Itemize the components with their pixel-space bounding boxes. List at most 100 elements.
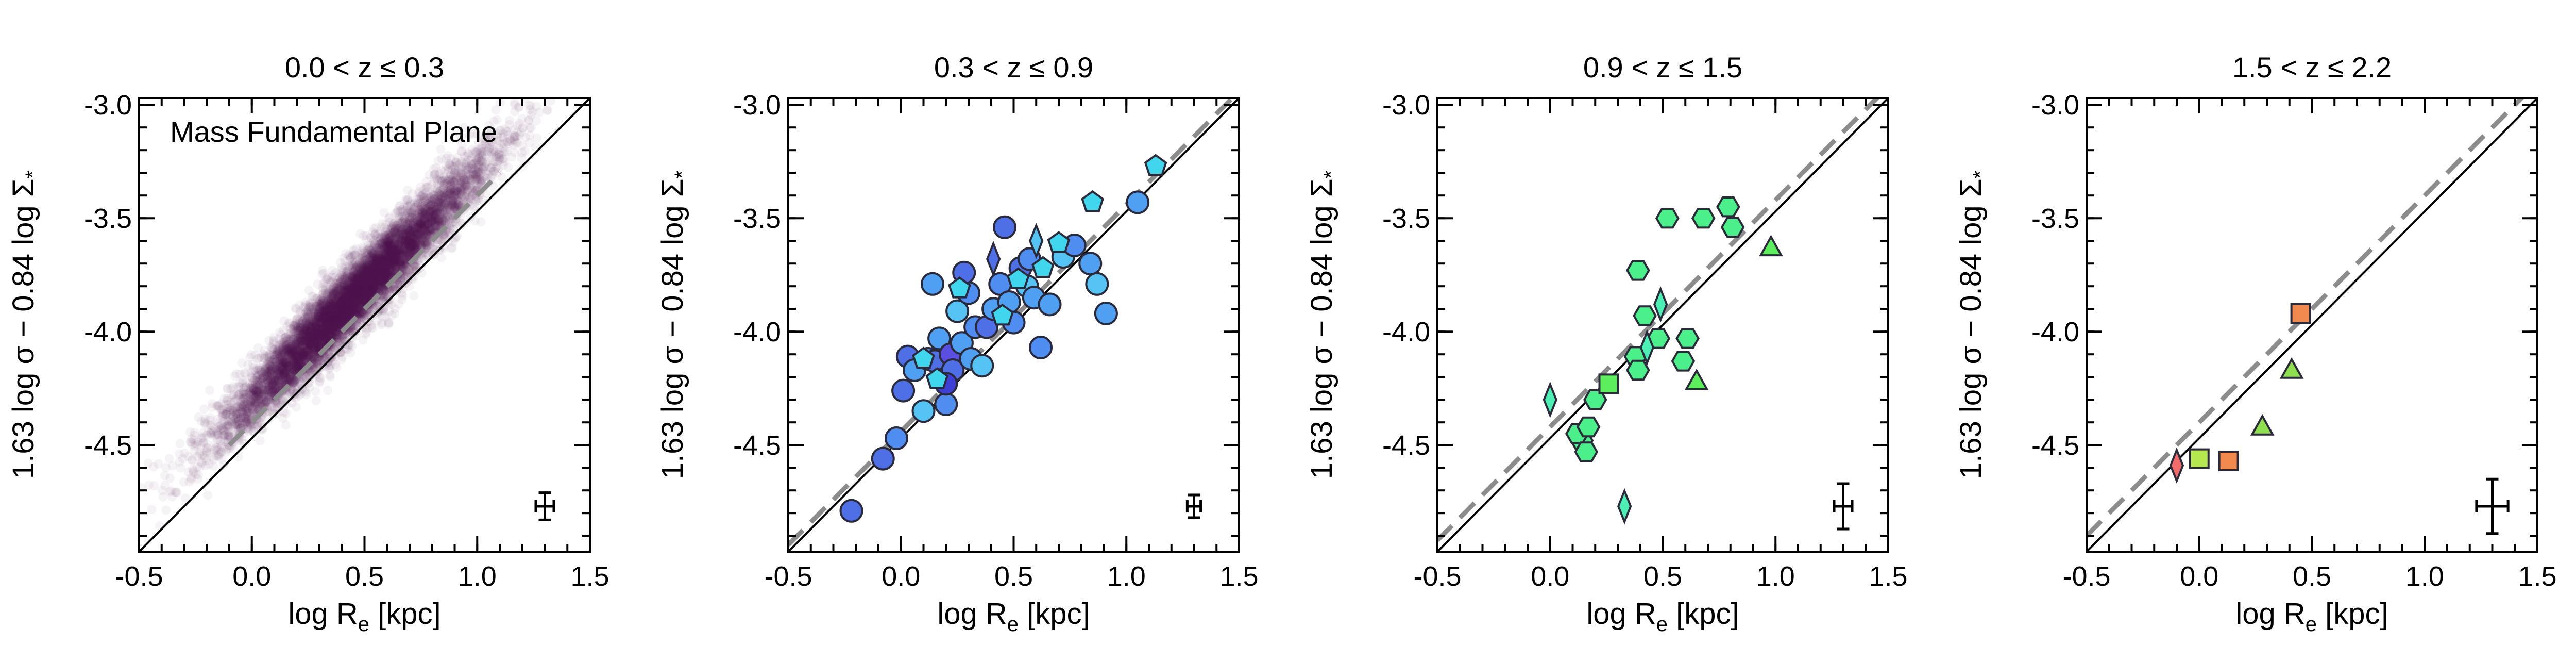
data-point: [1081, 190, 1104, 212]
data-point: [2218, 451, 2239, 471]
data-point: [1684, 368, 1709, 390]
x-axis-label: log Re [kpc]: [288, 597, 440, 636]
panel-1: -0.5 0.0 0.5 1.0 1.5 -3.0 -3.5 -4.0 -4.5 0.0 < z …: [7, 51, 609, 636]
data-point: [1029, 336, 1053, 359]
data-point: [911, 399, 936, 423]
one-to-one-line: [1437, 98, 1888, 552]
panel-title: 1.5 < z ≤ 2.2: [2232, 51, 2392, 84]
plot-area: [788, 98, 1239, 552]
x-tick-label: 1.5: [1869, 561, 1907, 592]
x-axis-label: log Re [kpc]: [1586, 597, 1739, 636]
data-point: [1639, 329, 1655, 366]
data-point: [1047, 231, 1071, 253]
one-to-one-line: [2087, 98, 2537, 552]
y-tick-label: -4.5: [2031, 430, 2079, 461]
y-tick-label: -4.5: [84, 430, 132, 461]
fit-line: [2087, 98, 2525, 538]
data-point: [945, 299, 970, 323]
data-point: [1617, 488, 1632, 525]
data-point: [2169, 447, 2184, 484]
y-tick-label: -3.0: [733, 90, 781, 121]
data-point: [1038, 292, 1062, 317]
data-point: [1126, 190, 1150, 214]
panel-title: 0.3 < z ≤ 0.9: [934, 51, 1093, 84]
data-point: [934, 392, 958, 416]
ticks: [2086, 98, 2538, 552]
x-tick-label: 1.0: [458, 561, 497, 592]
panel-2: -0.5 0.0 0.5 1.0 1.5 -3.0 -3.5 -4.0 -4.5 0.3 < z …: [656, 51, 1259, 636]
data-point: [1576, 416, 1601, 438]
x-tick-label: 0.5: [345, 561, 384, 592]
data-point: [1691, 208, 1716, 229]
x-tick-label: 1.0: [1756, 561, 1795, 592]
x-tick-label: 0.0: [882, 561, 920, 592]
data-point: [1031, 256, 1055, 278]
y-tick-label: -3.5: [1382, 203, 1430, 234]
x-tick-label: 0.0: [2180, 561, 2218, 592]
x-tick-label: -0.5: [1413, 561, 1461, 592]
data-point: [1655, 208, 1680, 229]
y-tick-label: -4.5: [733, 430, 781, 461]
y-tick-label: -4.5: [1382, 430, 1430, 461]
y-tick-label: -4.0: [2031, 317, 2079, 348]
x-tick-label: 0.5: [1643, 561, 1682, 592]
x-tick-label: 1.5: [570, 561, 609, 592]
data-point: [891, 378, 916, 403]
x-tick-label: 1.5: [2518, 561, 2556, 592]
density-cloud: [139, 98, 555, 531]
panel-annotation: Mass Fundamental Plane: [170, 115, 497, 148]
x-tick-label: -0.5: [2062, 561, 2110, 592]
data-point: [970, 354, 994, 378]
y-tick-label: -4.0: [733, 317, 781, 348]
y-tick-label: -4.0: [1382, 317, 1430, 348]
y-axis-label: 1.63 log σ − 0.84 log Σ*: [656, 171, 693, 479]
error-bar: [1833, 482, 1854, 531]
data-point: [1759, 235, 1783, 257]
y-tick-label: -3.0: [1382, 90, 1430, 121]
x-tick-label: 1.0: [2405, 561, 2444, 592]
data-point: [948, 276, 971, 299]
data-point: [885, 426, 908, 450]
y-tick-label: -3.0: [2031, 90, 2079, 121]
data-point: [1094, 302, 1118, 325]
data-point: [1671, 351, 1696, 372]
data-point: [2279, 357, 2304, 379]
x-tick-label: 0.0: [1531, 561, 1569, 592]
error-bar: [2475, 477, 2510, 535]
x-tick-label: -0.5: [115, 561, 163, 592]
data-point: [925, 367, 949, 389]
data-point: [839, 499, 863, 523]
data-point: [1598, 373, 1619, 394]
x-axis-label: log Re [kpc]: [2235, 597, 2388, 636]
data-point: [927, 326, 952, 351]
data-point: [1633, 305, 1657, 326]
x-axis-label: log Re [kpc]: [937, 597, 1090, 636]
error-bar: [534, 491, 555, 521]
plot-area: [2087, 98, 2537, 552]
data-point: [2290, 303, 2311, 324]
data-point: [1626, 260, 1650, 281]
y-axis-label: 1.63 log σ − 0.84 log Σ*: [1954, 171, 1992, 479]
data-point: [1720, 217, 1745, 238]
x-tick-label: 1.0: [1107, 561, 1146, 592]
data-point: [2189, 448, 2210, 469]
data-point: [1078, 252, 1103, 276]
data-point: [1626, 359, 1650, 381]
y-tick-label: -3.5: [2031, 203, 2079, 234]
data-point: [1006, 267, 1030, 289]
y-tick-label: -3.0: [84, 90, 132, 121]
ticks: [787, 98, 1240, 552]
panel-4: -0.5 0.0 0.5 1.0 1.5 -3.0 -3.5 -4.0 -4.5 1.5 < z …: [1954, 51, 2557, 636]
x-tick-label: 0.0: [232, 561, 271, 592]
panel-title: 0.0 < z ≤ 0.3: [285, 51, 444, 84]
y-tick-label: -3.5: [84, 203, 132, 234]
error-bar: [1185, 493, 1202, 519]
data-point: [871, 446, 895, 471]
data-point: [921, 272, 944, 296]
plot-area: [139, 98, 590, 552]
data-point: [912, 346, 935, 369]
data-point: [1675, 328, 1700, 349]
x-tick-label: 0.5: [2293, 561, 2331, 592]
data-point: [991, 303, 1014, 326]
